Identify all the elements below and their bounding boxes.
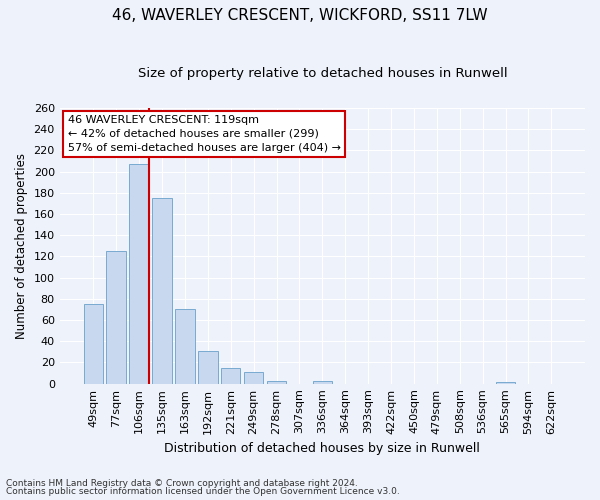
- Bar: [130, 164, 149, 384]
- Bar: [83, 304, 103, 384]
- Bar: [106, 251, 126, 384]
- X-axis label: Distribution of detached houses by size in Runwell: Distribution of detached houses by size …: [164, 442, 480, 455]
- Y-axis label: Number of detached properties: Number of detached properties: [15, 153, 28, 339]
- Bar: [313, 380, 332, 384]
- Bar: [496, 382, 515, 384]
- Bar: [152, 198, 172, 384]
- Bar: [175, 310, 194, 384]
- Text: 46 WAVERLEY CRESCENT: 119sqm
← 42% of detached houses are smaller (299)
57% of s: 46 WAVERLEY CRESCENT: 119sqm ← 42% of de…: [68, 115, 341, 153]
- Text: Contains HM Land Registry data © Crown copyright and database right 2024.: Contains HM Land Registry data © Crown c…: [6, 478, 358, 488]
- Text: Contains public sector information licensed under the Open Government Licence v3: Contains public sector information licen…: [6, 487, 400, 496]
- Title: Size of property relative to detached houses in Runwell: Size of property relative to detached ho…: [137, 68, 507, 80]
- Bar: [198, 351, 218, 384]
- Bar: [244, 372, 263, 384]
- Bar: [221, 368, 241, 384]
- Bar: [267, 380, 286, 384]
- Text: 46, WAVERLEY CRESCENT, WICKFORD, SS11 7LW: 46, WAVERLEY CRESCENT, WICKFORD, SS11 7L…: [112, 8, 488, 22]
